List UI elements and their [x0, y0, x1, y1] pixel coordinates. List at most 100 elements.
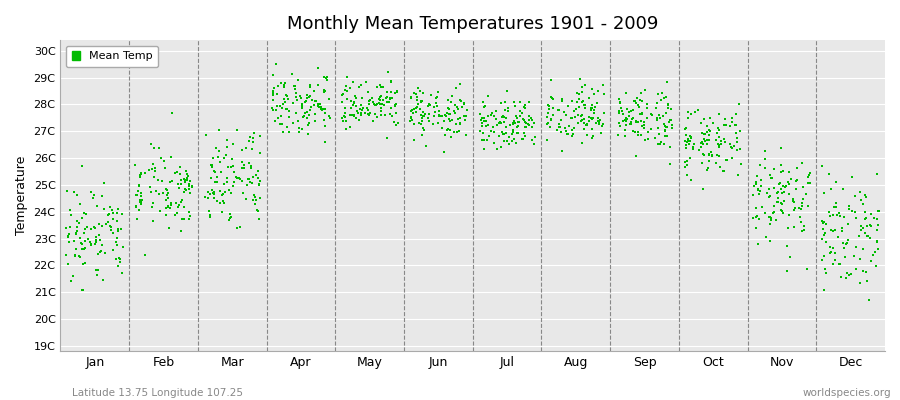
- Point: [211, 154, 225, 160]
- Point: [230, 225, 244, 231]
- Point: [612, 99, 626, 106]
- Point: [281, 96, 295, 102]
- Point: [578, 105, 592, 111]
- Point: [111, 205, 125, 212]
- Point: [314, 106, 328, 112]
- Point: [794, 219, 808, 226]
- Point: [429, 94, 444, 100]
- Point: [761, 186, 776, 192]
- Point: [409, 91, 423, 97]
- Point: [509, 115, 524, 122]
- Point: [695, 130, 709, 136]
- Point: [508, 120, 522, 126]
- Point: [658, 122, 672, 129]
- Point: [629, 99, 643, 106]
- Point: [773, 206, 788, 213]
- Point: [312, 103, 327, 110]
- Point: [212, 126, 227, 133]
- Point: [273, 120, 287, 127]
- Point: [684, 176, 698, 183]
- Point: [318, 110, 332, 116]
- Point: [779, 182, 794, 189]
- Point: [571, 120, 585, 126]
- Point: [678, 164, 692, 171]
- Point: [518, 133, 532, 139]
- Point: [379, 95, 393, 101]
- Point: [382, 69, 396, 75]
- Point: [235, 159, 249, 166]
- Point: [418, 110, 432, 117]
- Point: [634, 98, 649, 104]
- Point: [582, 95, 597, 101]
- Point: [417, 124, 431, 131]
- Point: [476, 115, 491, 121]
- Point: [131, 182, 146, 189]
- Point: [95, 223, 110, 230]
- Point: [152, 191, 166, 198]
- Point: [180, 177, 194, 183]
- Point: [294, 94, 309, 101]
- Point: [730, 138, 744, 145]
- Point: [574, 99, 589, 106]
- Point: [661, 101, 675, 107]
- Point: [202, 214, 217, 220]
- Point: [457, 101, 472, 107]
- Point: [335, 99, 349, 105]
- Point: [774, 169, 788, 176]
- Point: [565, 98, 580, 104]
- Point: [508, 112, 523, 119]
- Point: [177, 216, 192, 222]
- Point: [303, 82, 318, 88]
- Point: [317, 117, 331, 124]
- Point: [338, 118, 353, 124]
- Point: [241, 160, 256, 166]
- Point: [270, 103, 284, 110]
- Point: [610, 132, 625, 138]
- Point: [86, 194, 101, 201]
- Point: [617, 116, 632, 123]
- Point: [130, 188, 145, 194]
- Point: [587, 91, 601, 97]
- Point: [699, 167, 714, 173]
- Point: [752, 216, 766, 222]
- Point: [296, 114, 310, 120]
- Point: [292, 129, 306, 135]
- Point: [78, 225, 93, 232]
- Point: [275, 121, 290, 127]
- Point: [563, 115, 578, 122]
- Point: [767, 203, 781, 210]
- Point: [749, 180, 763, 187]
- Point: [404, 95, 419, 101]
- Point: [575, 140, 590, 146]
- Point: [443, 111, 457, 118]
- Point: [511, 130, 526, 136]
- Point: [544, 76, 558, 83]
- Point: [112, 262, 126, 269]
- Point: [824, 212, 838, 219]
- Point: [218, 188, 232, 195]
- Point: [389, 100, 403, 107]
- Point: [701, 137, 716, 143]
- Point: [64, 278, 78, 284]
- Point: [663, 106, 678, 112]
- Point: [460, 106, 474, 113]
- Point: [618, 118, 633, 124]
- Point: [833, 261, 848, 267]
- Point: [89, 237, 104, 244]
- Point: [641, 136, 655, 142]
- Point: [440, 105, 454, 112]
- Point: [352, 84, 366, 90]
- Point: [827, 227, 842, 233]
- Point: [212, 148, 226, 154]
- Point: [717, 168, 732, 174]
- Point: [505, 131, 519, 137]
- Point: [482, 113, 496, 119]
- Point: [752, 190, 766, 197]
- Point: [110, 218, 124, 224]
- Point: [822, 209, 836, 216]
- Point: [111, 226, 125, 232]
- Point: [339, 126, 354, 132]
- Point: [245, 180, 259, 186]
- Point: [767, 208, 781, 215]
- Point: [349, 94, 364, 101]
